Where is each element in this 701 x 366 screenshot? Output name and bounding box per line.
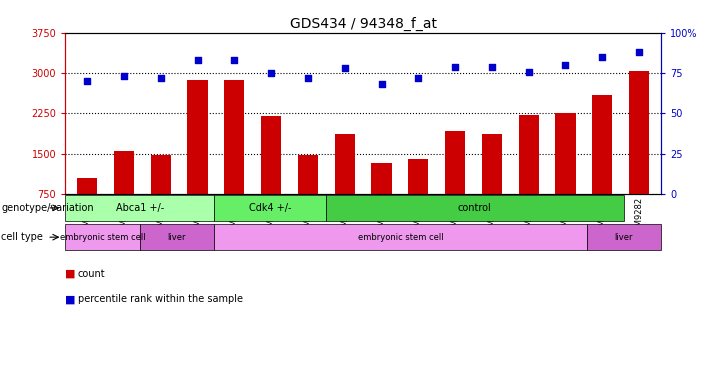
Bar	[224, 80, 245, 234]
Bar	[261, 116, 281, 234]
Title: GDS434 / 94348_f_at: GDS434 / 94348_f_at	[290, 16, 437, 30]
Bar	[592, 95, 612, 234]
Bar	[482, 134, 502, 234]
Bar	[151, 155, 171, 234]
Point	[634, 49, 645, 55]
Bar	[77, 178, 97, 234]
Bar	[114, 151, 134, 234]
Point	[81, 78, 93, 84]
Point	[302, 75, 313, 81]
Bar	[372, 163, 392, 234]
Bar	[298, 155, 318, 234]
Bar	[334, 134, 355, 234]
Point	[486, 64, 498, 70]
Text: liver: liver	[615, 233, 633, 242]
Point	[118, 74, 130, 79]
Text: cell type: cell type	[1, 232, 43, 242]
Text: embryonic stem cell: embryonic stem cell	[358, 233, 443, 242]
Point	[449, 64, 461, 70]
Bar	[445, 131, 465, 234]
Bar	[187, 80, 207, 234]
Point	[597, 54, 608, 60]
Text: ■: ■	[65, 269, 76, 279]
Text: Cdk4 +/-: Cdk4 +/-	[249, 203, 292, 213]
Point	[192, 57, 203, 63]
Point	[339, 66, 350, 71]
Text: Abca1 +/-: Abca1 +/-	[116, 203, 164, 213]
Text: liver: liver	[168, 233, 186, 242]
Bar	[629, 71, 649, 234]
Text: embryonic stem cell: embryonic stem cell	[60, 233, 145, 242]
Text: genotype/variation: genotype/variation	[1, 203, 94, 213]
Point	[155, 75, 166, 81]
Point	[523, 69, 534, 75]
Point	[229, 57, 240, 63]
Text: count: count	[78, 269, 105, 279]
Bar	[408, 159, 428, 234]
Point	[266, 70, 277, 76]
Point	[560, 62, 571, 68]
Text: control: control	[458, 203, 491, 213]
Point	[413, 75, 424, 81]
Text: ■: ■	[65, 294, 76, 304]
Bar	[555, 113, 576, 234]
Text: percentile rank within the sample: percentile rank within the sample	[78, 294, 243, 304]
Point	[376, 82, 387, 87]
Bar	[519, 115, 539, 234]
